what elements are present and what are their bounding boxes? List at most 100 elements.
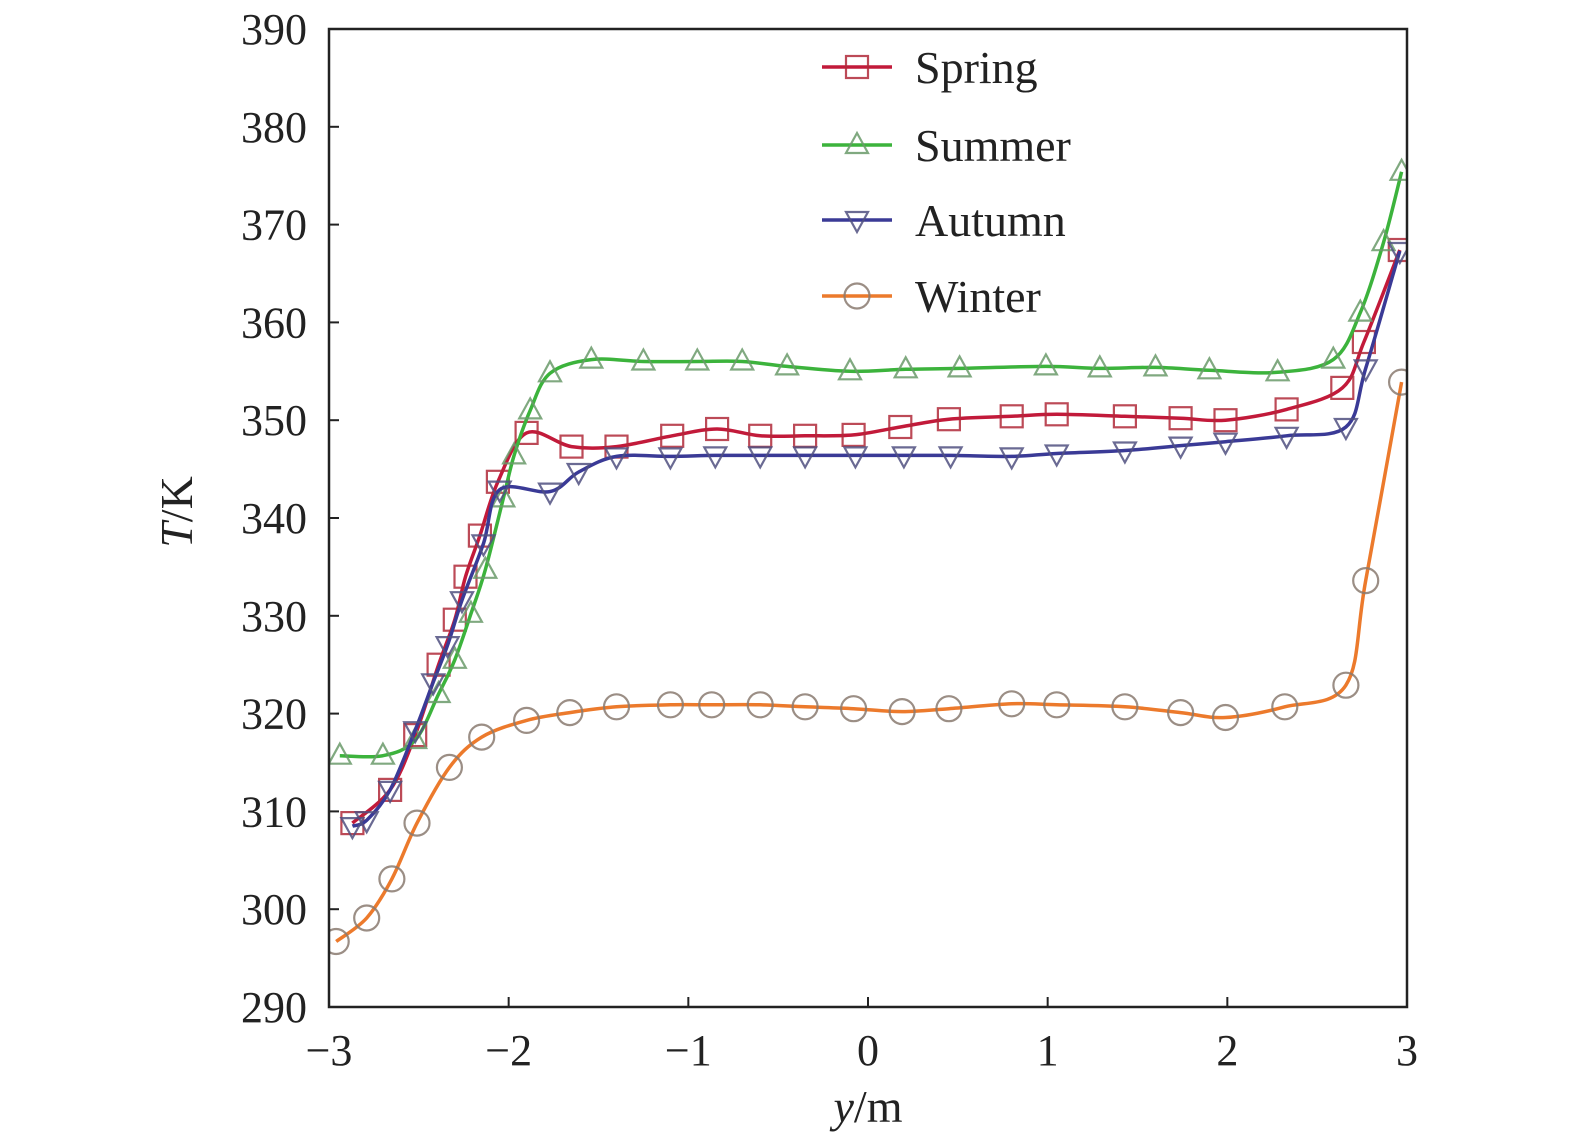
triangle-up-marker: [441, 645, 468, 669]
y-tick-label: 300: [241, 885, 307, 934]
x-tick-label: −2: [485, 1026, 532, 1075]
triangle-down-marker: [1333, 417, 1359, 442]
circle-marker: [656, 691, 685, 719]
series-line: [335, 381, 1404, 943]
triangle-up-marker: [402, 725, 429, 750]
circle-marker: [512, 706, 541, 735]
triangle-down-marker: [998, 447, 1025, 471]
triangle-up-marker: [1388, 157, 1407, 181]
y-tick-label: 360: [241, 298, 307, 347]
triangle-down-marker: [891, 446, 917, 470]
triangle-down-marker: [702, 446, 729, 470]
x-tick-label: 3: [1396, 1026, 1418, 1075]
triangle-up-marker: [578, 345, 605, 369]
y-tick-label: 290: [241, 983, 307, 1032]
triangle-down-marker: [1352, 359, 1379, 383]
triangle-down-marker: [486, 480, 513, 504]
triangle-down-marker: [747, 446, 774, 470]
triangle-up-marker: [517, 396, 544, 420]
square-marker: [936, 407, 962, 432]
y-tick-label: 310: [241, 787, 307, 836]
square-marker: [1044, 402, 1069, 427]
triangle-up-marker: [1347, 298, 1374, 322]
circle-marker: [435, 753, 463, 782]
triangle-down-marker: [1112, 441, 1138, 465]
series-spring: [340, 237, 1407, 836]
triangle-up-marker: [1370, 227, 1397, 252]
triangle-up-marker: [630, 347, 657, 371]
triangle-up-marker: [370, 741, 396, 765]
triangle-down-marker: [792, 446, 818, 470]
square-marker: [844, 54, 870, 80]
triangle-down-marker: [603, 447, 630, 471]
circle-marker: [1043, 691, 1071, 719]
triangle-up-marker: [1033, 352, 1059, 376]
triangle-up-marker: [844, 130, 870, 155]
triangle-up-marker: [774, 352, 800, 376]
y-tick-label: 390: [241, 5, 307, 54]
triangle-down-marker: [1212, 432, 1239, 456]
square-marker: [403, 722, 428, 748]
triangle-down-marker: [1386, 241, 1407, 266]
triangle-down-marker: [937, 446, 964, 470]
square-marker: [1213, 408, 1238, 433]
triangle-up-marker: [946, 354, 973, 378]
triangle-down-marker: [434, 635, 461, 660]
y-tick-label: 370: [241, 201, 307, 250]
triangle-up-marker: [729, 347, 756, 371]
triangle-down-marker: [449, 591, 475, 615]
triangle-down-marker: [1167, 436, 1194, 460]
square-marker: [660, 423, 685, 448]
circle-marker: [1211, 703, 1240, 732]
square-marker: [1168, 406, 1193, 431]
triangle-up-marker: [458, 599, 484, 623]
square-marker: [1330, 375, 1355, 400]
circle-marker: [353, 904, 381, 932]
series-line: [339, 171, 1404, 759]
circle-marker: [1271, 693, 1299, 721]
x-axis-label: y/m: [830, 1081, 903, 1132]
triangle-down-marker: [402, 721, 429, 745]
triangle-up-marker: [892, 355, 919, 379]
triangle-down-marker: [420, 673, 447, 697]
triangle-up-marker: [1196, 356, 1223, 380]
circle-marker: [839, 695, 868, 723]
triangle-down-marker: [842, 446, 869, 470]
circle-marker: [791, 693, 819, 721]
y-tick-label: 340: [241, 494, 307, 543]
x-tick-label: 1: [1037, 1026, 1059, 1075]
series-winter: [329, 368, 1407, 956]
circle-marker: [935, 695, 963, 723]
circle-marker: [329, 927, 350, 956]
triangle-up-marker: [837, 357, 863, 381]
triangle-up-marker: [1320, 345, 1347, 369]
square-marker: [426, 652, 451, 677]
square-marker: [1112, 404, 1138, 429]
x-tick-label: 0: [857, 1026, 879, 1075]
triangle-up-marker: [329, 741, 353, 765]
triangle-up-marker: [684, 347, 711, 371]
series-autumn: [339, 241, 1407, 841]
series-line: [351, 249, 1402, 825]
circle-marker: [888, 697, 916, 726]
triangle-down-marker: [339, 816, 366, 841]
legend-item-winter: Winter: [822, 271, 1041, 322]
circle-marker: [403, 809, 431, 837]
triangle-down-marker: [1273, 426, 1300, 451]
legend-label: Autumn: [915, 195, 1066, 246]
series-summer: [329, 157, 1407, 765]
circle-marker: [1332, 671, 1360, 699]
triangle-up-marker: [501, 441, 527, 465]
circle-marker: [1166, 698, 1195, 727]
circle-marker: [1111, 693, 1139, 721]
square-marker: [559, 434, 584, 459]
square-marker: [888, 414, 913, 440]
triangle-down-marker: [377, 780, 403, 805]
triangle-down-marker: [657, 447, 684, 471]
series-layer: [329, 157, 1407, 956]
square-marker: [704, 416, 730, 442]
x-tick-label: 2: [1216, 1026, 1238, 1075]
triangle-down-marker: [1043, 444, 1070, 468]
triangle-up-marker: [472, 555, 499, 579]
x-tick-label: −3: [306, 1026, 353, 1075]
